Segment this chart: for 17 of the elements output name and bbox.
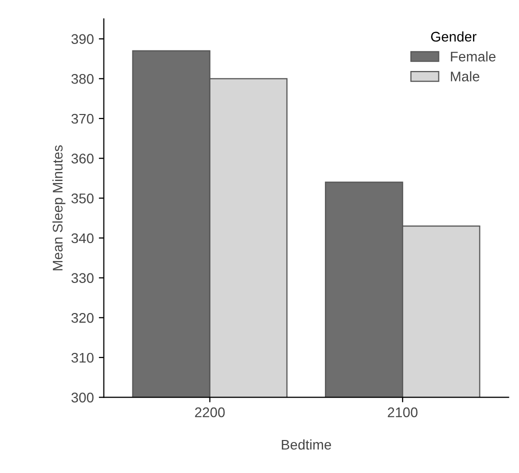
x-tick-label: 2100 bbox=[388, 407, 418, 418]
y-tick-label: 350 bbox=[71, 193, 94, 204]
legend-label: Male bbox=[450, 71, 480, 82]
legend-title: Gender bbox=[431, 31, 476, 42]
y-tick-label: 370 bbox=[71, 114, 94, 124]
y-tick-label: 300 bbox=[71, 392, 94, 402]
y-tick-label: 360 bbox=[71, 154, 94, 164]
y-axis-title: Mean Sleep Minutes bbox=[52, 145, 66, 270]
x-tick-label: 2200 bbox=[195, 407, 225, 418]
y-tick-label: 340 bbox=[71, 233, 94, 244]
y-tick-label: 380 bbox=[71, 74, 94, 84]
y-tick-label: 310 bbox=[71, 352, 94, 363]
y-tick-label: 330 bbox=[71, 273, 94, 283]
legend-label: Female bbox=[450, 51, 496, 62]
x-axis-title: Bedtime bbox=[282, 439, 332, 450]
y-tick-label: 320 bbox=[71, 312, 94, 323]
y-tick-label: 390 bbox=[71, 34, 94, 44]
